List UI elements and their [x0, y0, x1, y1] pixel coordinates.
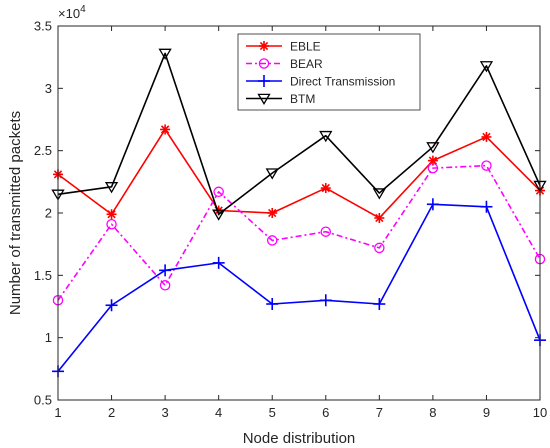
x-tick-label: 5 — [269, 405, 276, 420]
series — [52, 160, 546, 306]
tick-labels: 1 2 3 4 5 6 7 8 9 100.511.522.533.5 — [34, 19, 547, 421]
y-tick-label: 0.5 — [34, 393, 52, 408]
data-point — [158, 48, 172, 60]
series-layer — [51, 48, 547, 378]
data-point — [160, 124, 171, 135]
legend-item: Direct Transmission — [246, 74, 395, 88]
data-point — [481, 160, 492, 171]
data-point — [266, 235, 278, 246]
data-point — [479, 61, 494, 73]
data-point — [212, 256, 225, 269]
x-tick-label: 7 — [376, 405, 383, 420]
data-point — [426, 198, 439, 211]
x-tick-label: 8 — [429, 405, 436, 420]
data-point — [481, 131, 492, 142]
data-point — [480, 200, 493, 213]
y-tick-label: 1 — [45, 330, 52, 345]
y-axis-exponent-label: ×104 — [58, 4, 86, 21]
axes — [57, 25, 541, 401]
legend: EBLE BEAR Direct Transmission BTM — [237, 33, 421, 111]
x-tick-label: 2 — [108, 405, 115, 420]
legend-label: EBLE — [290, 39, 321, 53]
data-point — [105, 299, 118, 312]
legend-item: BTM — [246, 92, 315, 106]
data-point — [212, 209, 226, 221]
data-point — [258, 58, 270, 69]
data-point — [213, 186, 224, 198]
data-point — [372, 188, 386, 200]
x-tick-label: 3 — [161, 405, 168, 420]
data-point — [319, 130, 333, 143]
data-point — [266, 298, 279, 311]
data-point — [373, 298, 386, 311]
y-axis-exponent-power: 4 — [80, 4, 86, 15]
data-point — [265, 168, 279, 180]
legend-label: BTM — [290, 92, 315, 106]
legend-label: BEAR — [290, 57, 323, 71]
y-tick-label: 1.5 — [34, 268, 52, 283]
x-tick-label: 10 — [533, 405, 547, 420]
data-point — [374, 212, 385, 223]
legend-item: EBLE — [246, 39, 321, 53]
data-point — [259, 41, 269, 51]
data-point — [427, 162, 439, 174]
x-tick-label: 1 — [54, 405, 61, 420]
x-axis-label: Node distribution — [243, 430, 356, 447]
series-line — [57, 52, 541, 216]
y-tick-label: 2 — [45, 206, 52, 221]
data-point — [320, 226, 332, 237]
series-line — [57, 203, 541, 372]
data-point — [267, 208, 278, 218]
y-tick-label: 3 — [45, 81, 52, 96]
data-point — [320, 183, 331, 194]
y-tick-label: 3.5 — [34, 19, 52, 34]
data-point — [427, 155, 438, 166]
series-line — [57, 164, 541, 301]
x-tick-label: 6 — [322, 405, 329, 420]
data-point — [258, 75, 270, 87]
data-point — [319, 294, 332, 307]
y-axis-exponent-base: ×10 — [58, 6, 80, 21]
data-point — [374, 242, 385, 254]
data-point — [104, 182, 119, 194]
data-point — [159, 280, 171, 291]
y-axis-label: Number of transmitted packets — [7, 111, 24, 315]
x-tick-label: 9 — [483, 405, 490, 420]
data-point — [159, 264, 172, 277]
data-point — [257, 93, 271, 106]
data-point — [426, 142, 440, 154]
data-point — [106, 218, 117, 230]
legend-item: BEAR — [246, 57, 323, 71]
y-tick-label: 2.5 — [34, 143, 52, 158]
legend-label: Direct Transmission — [290, 74, 395, 88]
x-tick-label: 4 — [215, 405, 222, 420]
series-line — [57, 128, 541, 219]
data-point — [106, 209, 117, 220]
